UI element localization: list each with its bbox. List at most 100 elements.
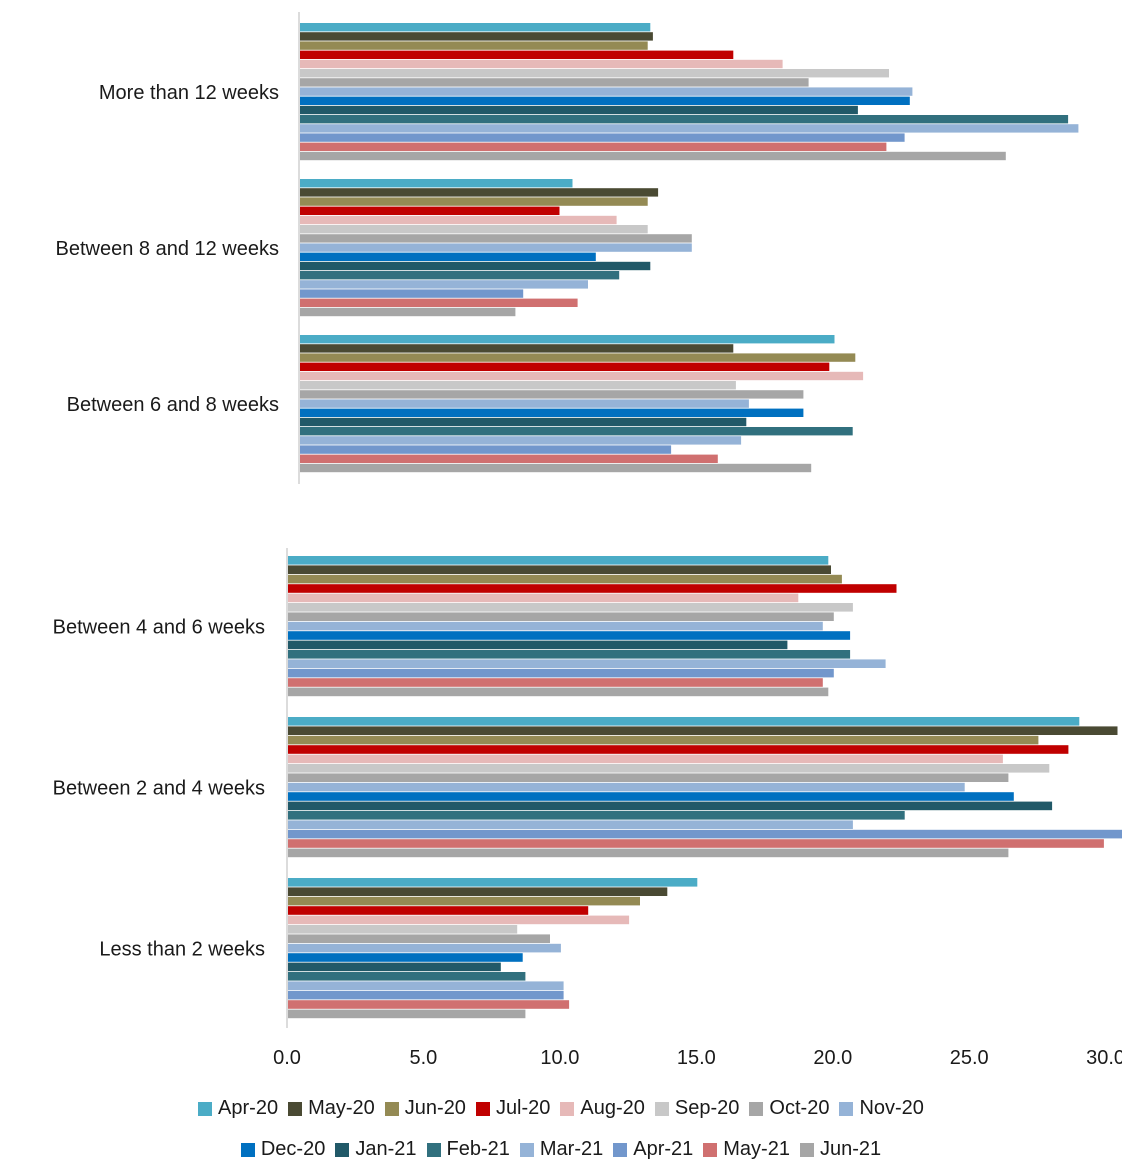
- bar-between-4-and-6-weeks-sep-20: [288, 603, 853, 612]
- bar-between-6-and-8-weeks-nov-20: [300, 399, 749, 408]
- bar-between-2-and-4-weeks-mar-21: [288, 820, 853, 829]
- legend-item-jul-20: Jul-20: [475, 1097, 551, 1120]
- bar-more-than-12-weeks-jun-21: [300, 151, 1006, 161]
- legend-label: Jan-21: [355, 1138, 417, 1160]
- category-label: More than 12 weeks: [99, 82, 279, 104]
- legend-item-oct-20: Oct-20: [749, 1097, 829, 1120]
- legend-swatch: [335, 1142, 350, 1157]
- bar-between-6-and-8-weeks-jun-20: [300, 353, 856, 362]
- legend-label: Oct-20: [769, 1097, 830, 1119]
- legend-swatch: [475, 1101, 490, 1116]
- category-label: Less than 2 weeks: [99, 939, 265, 961]
- bar-more-than-12-weeks-apr-21: [300, 133, 905, 142]
- x-tick-label: 0.0: [273, 1047, 301, 1069]
- bar-between-8-and-12-weeks-mar-21: [300, 280, 588, 289]
- bar-between-8-and-12-weeks-dec-20: [300, 252, 596, 261]
- bar-between-8-and-12-weeks-feb-21: [300, 271, 620, 280]
- bar-between-4-and-6-weeks-may-21: [288, 678, 823, 687]
- bar-less-than-2-weeks-oct-20: [288, 934, 550, 943]
- bar-between-2-and-4-weeks-oct-20: [288, 773, 1009, 782]
- bar-more-than-12-weeks-may-21: [300, 142, 887, 151]
- bar-more-than-12-weeks-aug-20: [300, 59, 783, 69]
- category-label: Between 6 and 8 weeks: [67, 394, 279, 416]
- bar-less-than-2-weeks-jun-21: [288, 1009, 526, 1019]
- bar-less-than-2-weeks-may-20: [288, 887, 668, 896]
- x-tick-label: 20.0: [813, 1047, 852, 1069]
- legend-label: Apr-20: [218, 1097, 279, 1119]
- bar-between-2-and-4-weeks-jun-21: [288, 848, 1009, 858]
- legend-swatch: [384, 1101, 399, 1116]
- bar-between-4-and-6-weeks-apr-21: [288, 668, 834, 678]
- category-label: Between 2 and 4 weeks: [53, 778, 265, 800]
- bar-less-than-2-weeks-may-21: [288, 1000, 570, 1009]
- bar-between-8-and-12-weeks-apr-21: [300, 289, 524, 298]
- x-tick-label: 25.0: [950, 1047, 989, 1069]
- bar-between-6-and-8-weeks-feb-21: [300, 427, 853, 436]
- bar-less-than-2-weeks-sep-20: [288, 925, 518, 934]
- bar-between-4-and-6-weeks-oct-20: [288, 612, 834, 621]
- legend-label: Nov-20: [859, 1097, 924, 1119]
- bar-between-6-and-8-weeks-apr-21: [300, 445, 672, 454]
- legend-swatch: [560, 1101, 575, 1116]
- legend-swatch: [654, 1101, 669, 1116]
- bar-between-6-and-8-weeks-jan-21: [300, 417, 747, 427]
- legend-swatch: [749, 1101, 764, 1116]
- x-tick-label: 15.0: [677, 1047, 716, 1069]
- bar-between-8-and-12-weeks-nov-20: [300, 243, 692, 252]
- bar-between-4-and-6-weeks-may-20: [288, 565, 831, 574]
- x-tick-label: 5.0: [409, 1047, 437, 1069]
- bar-between-2-and-4-weeks-nov-20: [288, 782, 965, 792]
- legend-label: Feb-21: [446, 1138, 510, 1160]
- bar-between-2-and-4-weeks-jul-20: [288, 745, 1069, 754]
- bar-between-4-and-6-weeks-jan-21: [288, 640, 788, 650]
- bar-more-than-12-weeks-jun-20: [300, 41, 648, 50]
- bar-between-6-and-8-weeks-jun-21: [300, 463, 812, 473]
- bar-between-4-and-6-weeks-jun-21: [288, 687, 829, 697]
- legend-item-sep-20: Sep-20: [654, 1097, 740, 1120]
- category-label: Between 8 and 12 weeks: [56, 238, 280, 260]
- bar-between-2-and-4-weeks-may-21: [288, 839, 1104, 848]
- bar-less-than-2-weeks-apr-21: [288, 990, 564, 1000]
- bar-less-than-2-weeks-jan-21: [288, 962, 501, 972]
- bar-more-than-12-weeks-dec-20: [300, 96, 910, 105]
- bar-more-than-12-weeks-feb-21: [300, 115, 1069, 124]
- bar-more-than-12-weeks-may-20: [300, 32, 653, 41]
- x-tick-label: 30.0: [1086, 1047, 1122, 1069]
- legend-item-jun-21: Jun-21: [799, 1138, 882, 1161]
- legend-item-apr-21: Apr-21: [613, 1138, 693, 1161]
- bar-more-than-12-weeks-sep-20: [300, 69, 889, 78]
- bar-between-4-and-6-weeks-jun-20: [288, 574, 842, 584]
- legend-row-1: Apr-20 May-20 Jun-20 Jul-20 Aug-20 Sep-20 Oct-…: [0, 1097, 1122, 1120]
- bar-more-than-12-weeks-jan-21: [300, 105, 858, 115]
- bar-between-8-and-12-weeks-aug-20: [300, 215, 617, 225]
- bar-between-8-and-12-weeks-may-20: [300, 188, 659, 197]
- legend-item-may-21: May-21: [703, 1138, 790, 1161]
- bar-between-6-and-8-weeks-jul-20: [300, 362, 830, 371]
- bar-between-6-and-8-weeks-aug-20: [300, 371, 864, 381]
- legend-label: Sep-20: [674, 1097, 740, 1119]
- legend-item-may-20: May-20: [288, 1097, 375, 1120]
- bar-more-than-12-weeks-apr-20: [300, 23, 651, 32]
- bar-between-2-and-4-weeks-apr-20: [288, 717, 1080, 726]
- legend-swatch: [799, 1142, 814, 1157]
- bar-between-2-and-4-weeks-apr-21: [288, 829, 1122, 839]
- legend-label: Mar-21: [539, 1138, 604, 1160]
- legend-label: Jul-20: [495, 1097, 551, 1119]
- legend-item-apr-20: Apr-20: [198, 1097, 278, 1120]
- bar-between-8-and-12-weeks-jul-20: [300, 206, 560, 215]
- category-label: Between 4 and 6 weeks: [53, 617, 265, 639]
- legend-label: Jun-21: [819, 1138, 882, 1160]
- legend-swatch: [240, 1142, 255, 1157]
- bar-less-than-2-weeks-jun-20: [288, 896, 640, 906]
- bar-between-6-and-8-weeks-oct-20: [300, 390, 804, 399]
- bar-between-6-and-8-weeks-sep-20: [300, 381, 736, 390]
- bar-between-8-and-12-weeks-jun-21: [300, 307, 516, 317]
- bar-between-2-and-4-weeks-dec-20: [288, 792, 1014, 801]
- legend-item-nov-20: Nov-20: [839, 1097, 924, 1120]
- bar-less-than-2-weeks-nov-20: [288, 943, 561, 953]
- bar-more-than-12-weeks-nov-20: [300, 87, 913, 96]
- bar-between-2-and-4-weeks-jan-21: [288, 801, 1053, 811]
- bar-less-than-2-weeks-jul-20: [288, 906, 589, 915]
- bar-between-2-and-4-weeks-feb-21: [288, 811, 905, 820]
